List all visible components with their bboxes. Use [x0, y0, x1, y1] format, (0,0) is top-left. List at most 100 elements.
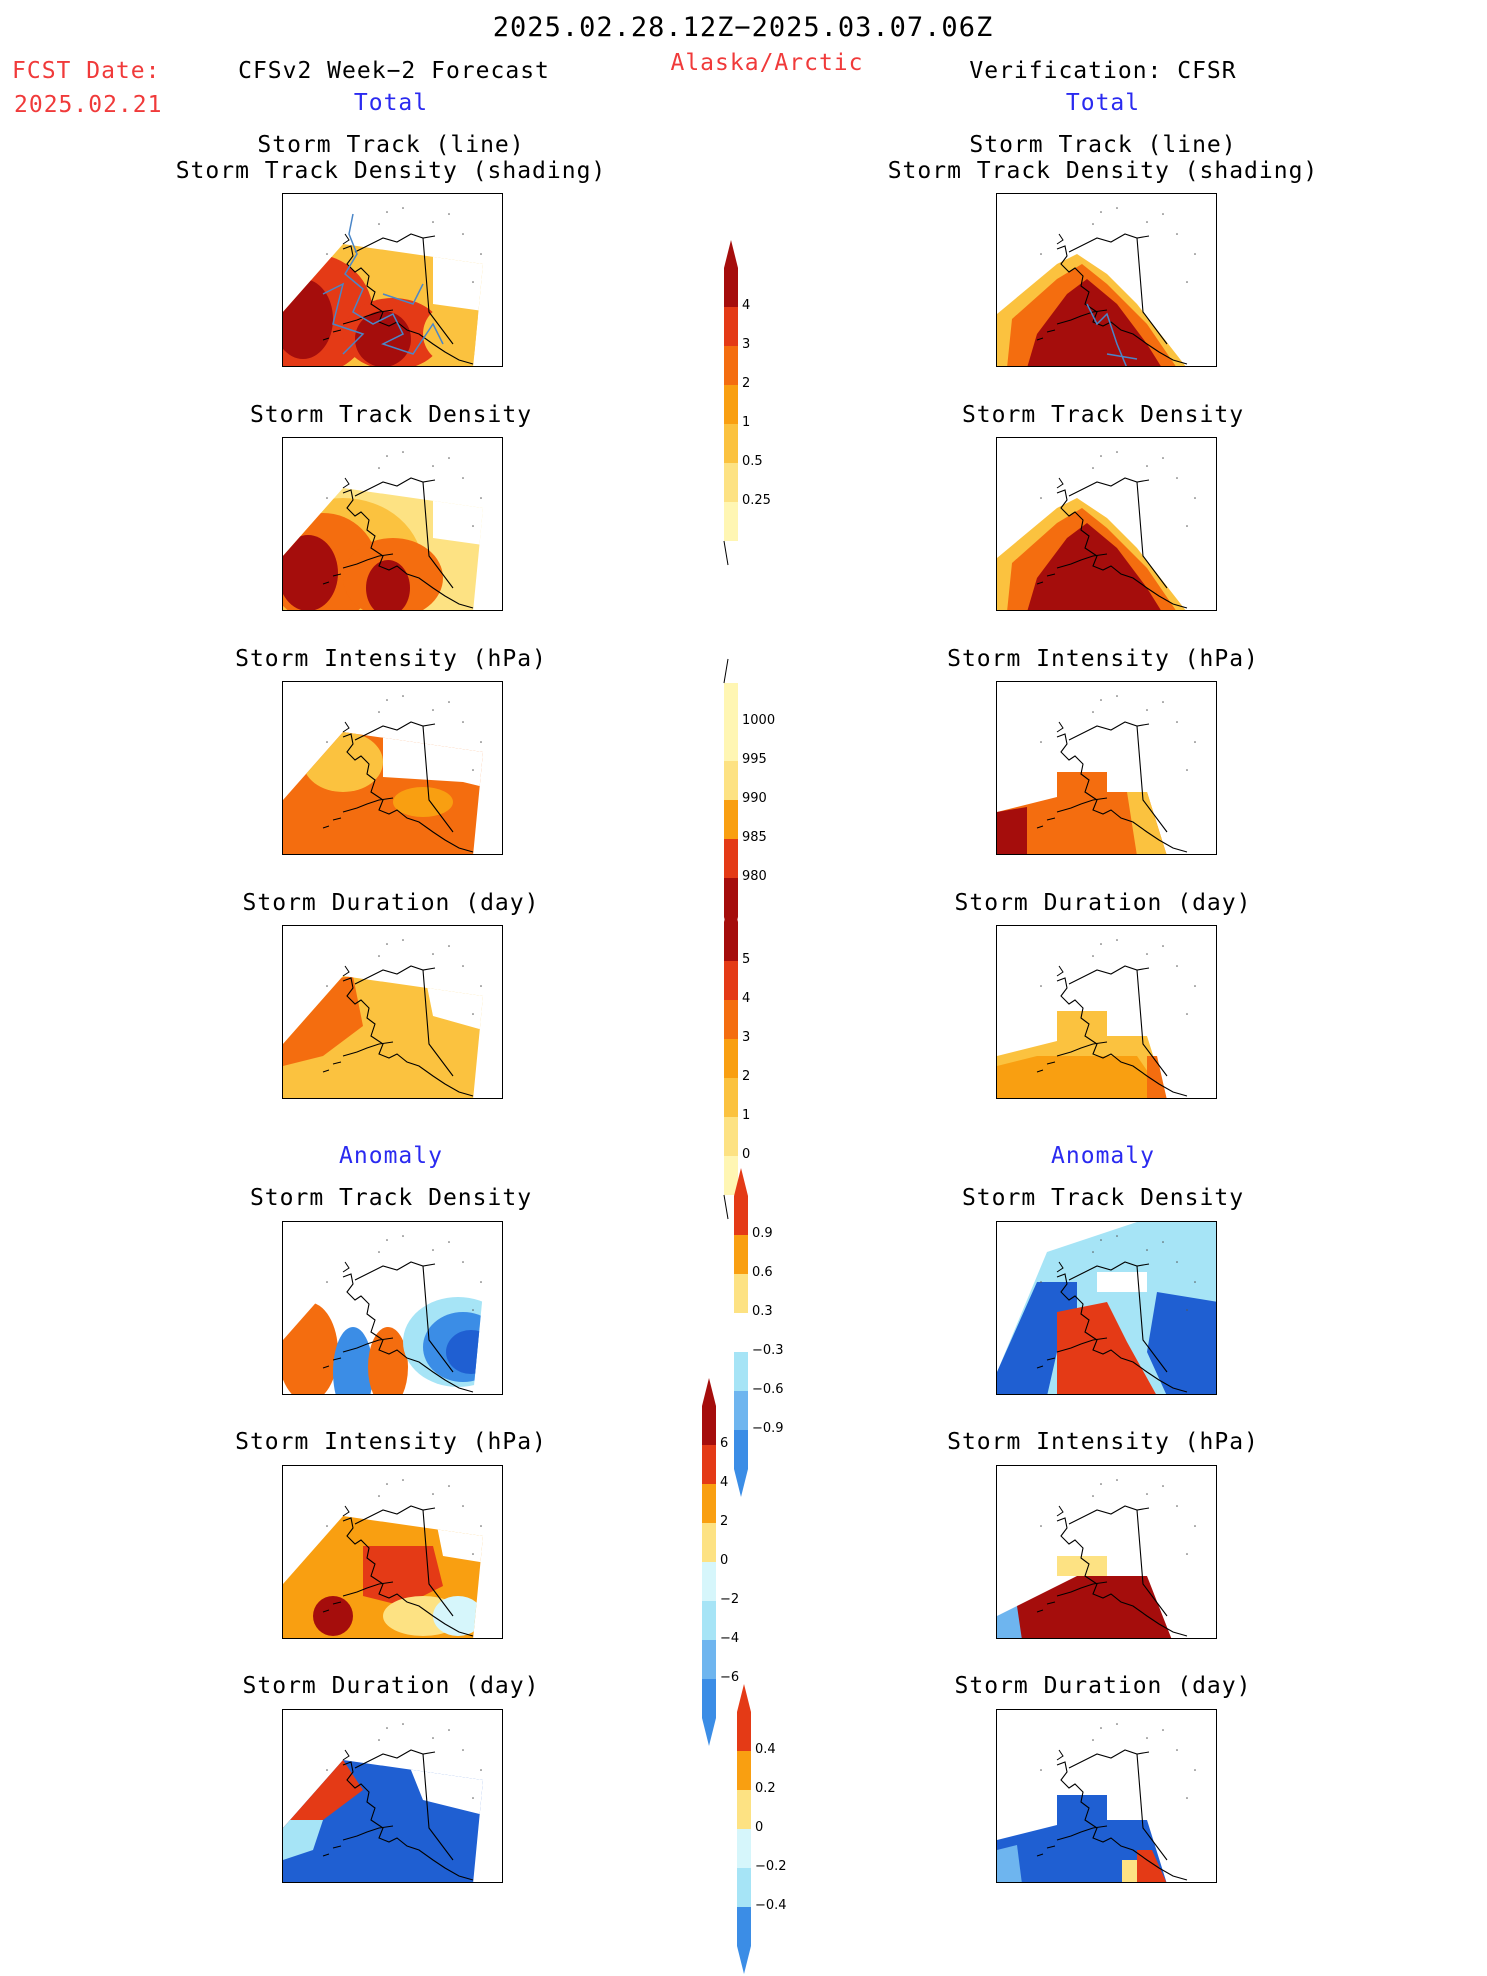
colorbar-swatch: [737, 1829, 751, 1868]
colorbar-swatch: [724, 761, 738, 800]
colorbar-tip-bottom: [734, 1469, 748, 1497]
right-track-title-1: Storm Track (line): [969, 132, 1237, 158]
colorbar-density_total: [723, 240, 738, 566]
colorbar-tick-label: −0.9: [752, 1421, 784, 1436]
colorbar-swatch: [737, 1907, 751, 1946]
map-left-anom-duration: [282, 1709, 503, 1883]
colorbar-swatch: [724, 424, 738, 463]
colorbar-tip-top: [723, 658, 729, 684]
map-left-anom-density: [282, 1221, 503, 1395]
colorbar-swatch: [734, 1274, 748, 1313]
colorbar-tick-label: −0.3: [752, 1343, 784, 1358]
colorbar-tick-label: 0: [755, 1820, 764, 1835]
right-column-title: Verification: CFSR: [969, 58, 1237, 84]
colorbar-tick-label: 0.5: [742, 454, 763, 469]
period-title: 2025.02.28.12Z−2025.03.07.06Z: [492, 12, 994, 43]
colorbar-tick-label: 3: [742, 337, 751, 352]
colorbar-tick-label: −0.6: [752, 1382, 784, 1397]
colorbar-swatch: [702, 1523, 716, 1562]
colorbar-swatch: [702, 1679, 716, 1718]
colorbar-swatch: [702, 1406, 716, 1445]
colorbar-duration_anom: [737, 1684, 751, 1974]
colorbar-tick-label: 5: [742, 952, 751, 967]
colorbar-swatch: [737, 1868, 751, 1907]
colorbar-tick-label: −0.2: [755, 1859, 787, 1874]
map-right-density-plot: [997, 450, 1197, 610]
colorbar-swatch: [724, 722, 738, 761]
colorbar-swatch: [734, 1235, 748, 1274]
colorbar-tick-label: −4: [720, 1631, 740, 1646]
colorbar-tick-label: 6: [720, 1436, 729, 1451]
colorbar-swatch: [724, 922, 738, 961]
colorbar-tip-top: [702, 1378, 716, 1406]
colorbar-tick-label: 4: [720, 1475, 729, 1490]
map-left-anom-intensity: [282, 1465, 503, 1639]
fcst-date-value: 2025.02.21: [14, 92, 163, 118]
colorbar-swatch: [724, 1039, 738, 1078]
colorbar-swatch: [724, 502, 738, 541]
colorbar-tick-label: 3: [742, 1030, 751, 1045]
map-right-anom-duration-plot: [997, 1722, 1197, 1882]
colorbar-swatch: [724, 1078, 738, 1117]
colorbar-intensity_anom: [702, 1378, 716, 1746]
left-total-label: Total: [353, 90, 429, 116]
colorbar-swatch: [702, 1601, 716, 1640]
colorbar-tip-top: [734, 1168, 748, 1196]
colorbar-tick-label: 0.3: [752, 1304, 773, 1319]
colorbar-tick-label: 0.6: [752, 1265, 773, 1280]
colorbar-tick-label: −2: [720, 1592, 740, 1607]
colorbar-tick-label: 0.25: [742, 493, 771, 508]
colorbar-swatch: [734, 1313, 748, 1352]
colorbar-tick-label: 990: [742, 791, 767, 806]
right-anomaly-label: Anomaly: [1051, 1143, 1155, 1169]
colorbar-tip-bottom: [723, 540, 729, 566]
colorbar-swatch: [702, 1484, 716, 1523]
colorbar-tick-label: 1000: [742, 713, 776, 728]
colorbar-tick-label: 0: [720, 1553, 729, 1568]
colorbar-swatch: [734, 1430, 748, 1469]
colorbar-swatch: [724, 683, 738, 722]
map-right-anom-intensity-plot: [997, 1478, 1197, 1638]
colorbar-tip-top: [724, 240, 738, 268]
colorbar-tick-label: −6: [720, 1670, 740, 1685]
colorbar-tick-label: 1: [742, 415, 751, 430]
left-anom-duration-title: Storm Duration (day): [242, 1673, 540, 1699]
colorbar-swatch: [724, 463, 738, 502]
left-anomaly-label: Anomaly: [339, 1143, 443, 1169]
colorbar-tick-label: 4: [742, 991, 751, 1006]
map-left-duration-plot: [283, 938, 483, 1098]
colorbar-tip-top: [737, 1684, 751, 1712]
colorbar-swatch: [724, 800, 738, 839]
right-track-title-2: Storm Track Density (shading): [887, 158, 1319, 184]
colorbar-swatch: [702, 1562, 716, 1601]
fcst-date-label: FCST Date:: [12, 58, 161, 84]
colorbar-tick-label: 980: [742, 869, 767, 884]
map-right-intensity: [996, 681, 1217, 855]
colorbar-swatch: [724, 1000, 738, 1039]
map-left-anom-duration-plot: [283, 1722, 483, 1882]
colorbar-swatch: [734, 1391, 748, 1430]
colorbar-tick-label: 1: [742, 1108, 751, 1123]
colorbar-swatch: [724, 268, 738, 307]
map-left-density-plot: [283, 450, 483, 610]
colorbar-tip-bottom: [702, 1718, 716, 1746]
map-right-duration: [996, 925, 1217, 1099]
map-left-track-plot: [283, 206, 483, 366]
map-right-duration-plot: [997, 938, 1197, 1098]
map-right-track-plot: [997, 206, 1197, 366]
colorbar-tick-label: 4: [742, 298, 751, 313]
colorbar-tick-label: 995: [742, 752, 767, 767]
colorbar-swatch: [702, 1445, 716, 1484]
colorbar-swatch: [724, 346, 738, 385]
left-anom-density-title: Storm Track Density: [249, 1185, 533, 1211]
colorbar-tip-bottom: [723, 1194, 729, 1220]
left-duration-title: Storm Duration (day): [242, 890, 540, 916]
right-intensity-title: Storm Intensity (hPa): [947, 646, 1259, 672]
colorbar-swatch: [734, 1196, 748, 1235]
colorbar-tip-top: [724, 894, 738, 922]
colorbar-tick-label: 0.4: [755, 1742, 776, 1757]
right-anom-duration-title: Storm Duration (day): [954, 1673, 1252, 1699]
colorbar-tick-label: 2: [720, 1514, 729, 1529]
left-intensity-title: Storm Intensity (hPa): [235, 646, 547, 672]
map-right-anom-density-plot: [997, 1222, 1216, 1394]
